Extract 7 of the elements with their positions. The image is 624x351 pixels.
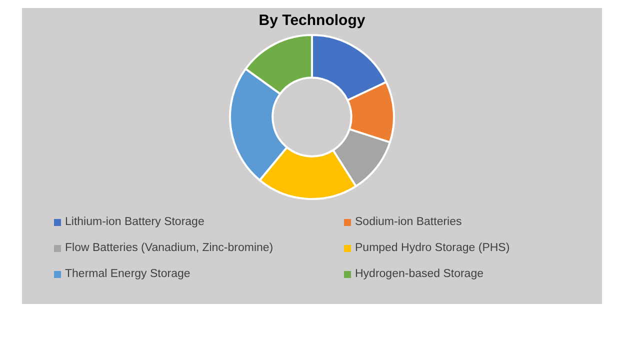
legend-label: Thermal Energy Storage <box>65 268 190 280</box>
legend-label: Hydrogen-based Storage <box>355 268 484 280</box>
legend-label: Sodium-ion Batteries <box>355 216 462 228</box>
legend-label: Flow Batteries (Vanadium, Zinc-bromine) <box>65 242 274 254</box>
legend-label: Lithium-ion Battery Storage <box>65 216 204 228</box>
chart-title: By Technology <box>258 12 366 30</box>
legend-label: Pumped Hydro Storage (PHS) <box>355 242 510 254</box>
